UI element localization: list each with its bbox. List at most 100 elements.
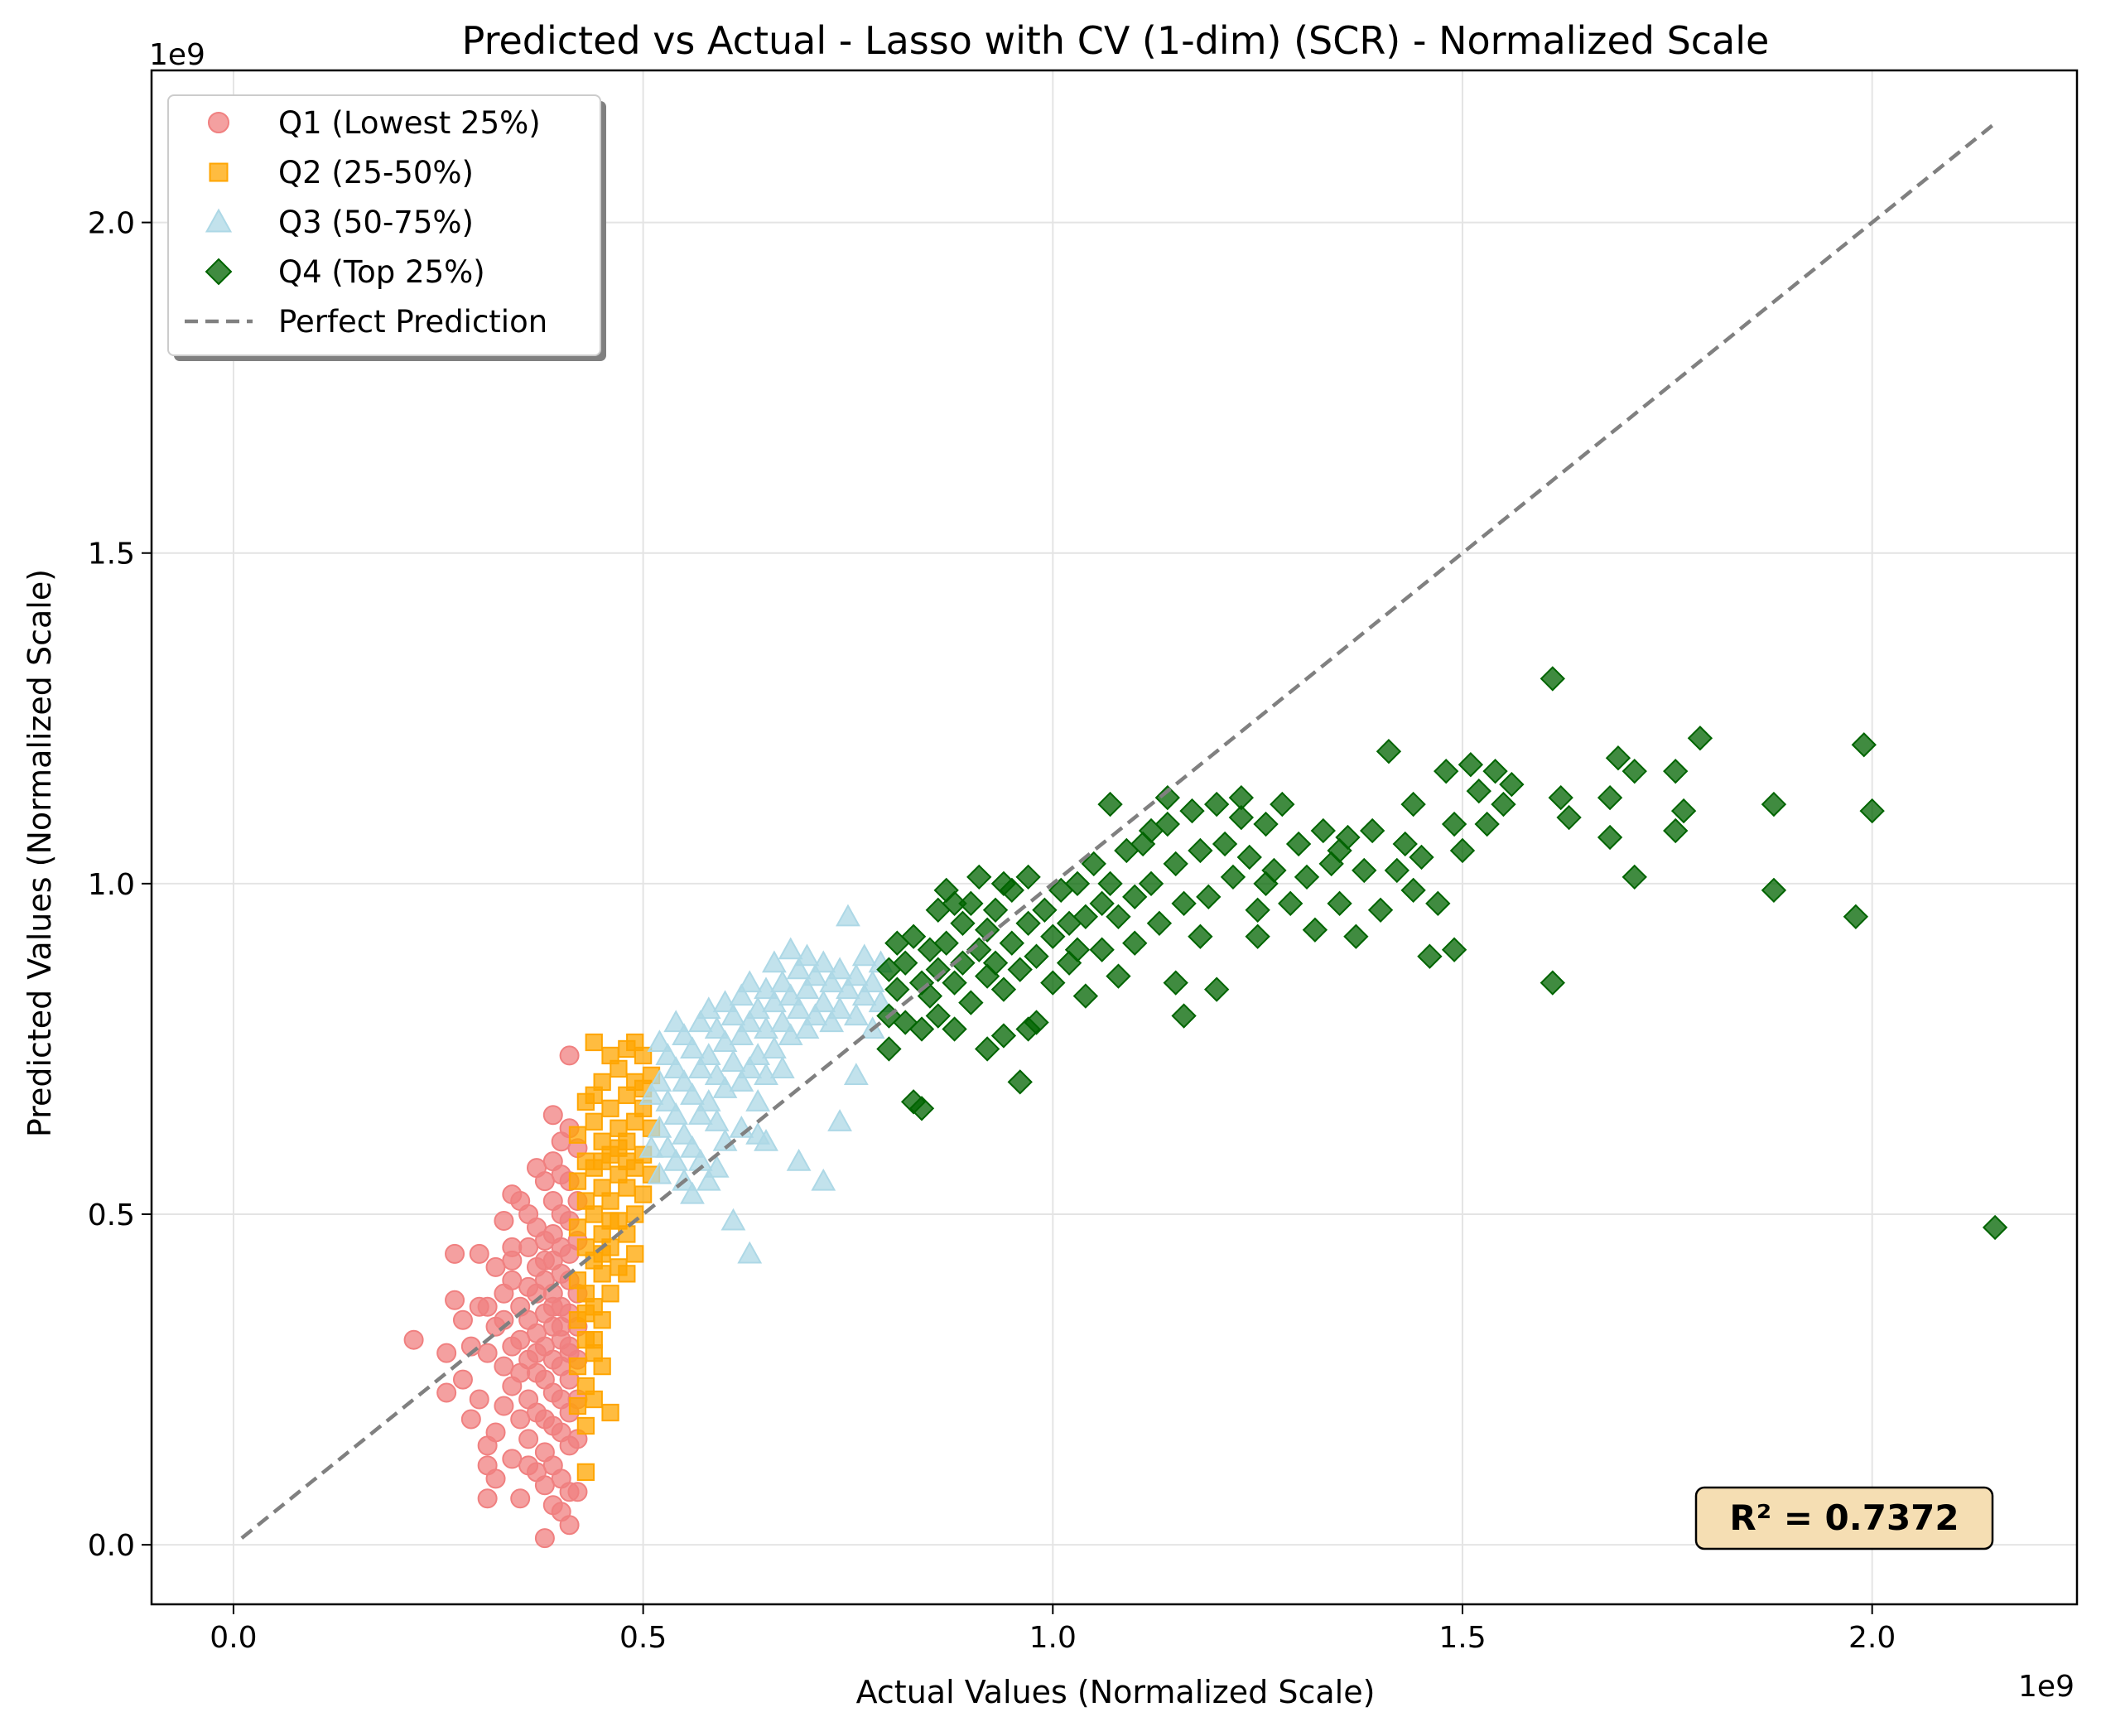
data-point-q3 (762, 1036, 787, 1059)
data-point-q3 (737, 1241, 763, 1264)
data-point-q1 (542, 1105, 563, 1126)
data-point-q4 (1434, 759, 1459, 784)
data-point-q3 (851, 983, 877, 1006)
data-point-q3 (729, 1069, 754, 1092)
data-point-q3 (720, 1208, 746, 1231)
data-point-q4 (1982, 1214, 2008, 1241)
data-point-q2 (618, 1265, 636, 1283)
data-point-q4 (1015, 1016, 1041, 1042)
data-point-q1 (534, 1475, 555, 1496)
data-point-q4 (1089, 937, 1115, 962)
data-point-q1 (494, 1211, 514, 1231)
data-point-q3 (712, 1076, 738, 1098)
data-point-q4 (958, 990, 984, 1015)
data-point-q3 (794, 943, 820, 967)
data-point-q3 (663, 1148, 689, 1171)
data-point-q4 (1064, 870, 1091, 897)
data-point-q3 (687, 1010, 713, 1033)
data-point-q3 (720, 1049, 746, 1072)
data-point-q1 (510, 1409, 531, 1430)
data-point-q3 (655, 1089, 681, 1112)
legend: Q1 (Lowest 25%) Q2 (25-50%) Q3 (50-75%) … (167, 94, 606, 361)
data-point-q4 (1670, 798, 1697, 824)
data-point-q4 (990, 976, 1017, 1002)
data-point-q1 (485, 1468, 506, 1489)
data-point-q4 (1499, 771, 1525, 798)
data-point-q3 (860, 970, 885, 993)
data-point-q4 (1605, 745, 1631, 771)
data-point-q4 (1761, 877, 1787, 904)
data-point-q2 (568, 1396, 587, 1415)
data-point-q4 (1089, 890, 1115, 916)
data-point-q3 (672, 1069, 696, 1092)
data-point-q2 (585, 1205, 603, 1223)
data-point-q4 (1294, 864, 1320, 890)
data-point-q1 (485, 1422, 506, 1443)
data-point-q4 (1188, 923, 1213, 949)
data-point-q4 (1081, 851, 1106, 877)
data-point-q4 (900, 923, 927, 949)
data-point-q4 (933, 930, 959, 956)
data-point-q3 (843, 963, 869, 986)
data-point-q3 (672, 1023, 696, 1046)
data-point-q4 (1310, 817, 1336, 844)
data-point-q3 (729, 983, 754, 1006)
chart-title: Predicted vs Actual - Lasso with CV (1-d… (462, 18, 1770, 63)
data-point-q3 (680, 1036, 705, 1059)
data-point-q4 (1188, 837, 1213, 864)
data-point-q4 (1466, 778, 1491, 804)
data-point-q3 (802, 1003, 828, 1026)
data-point-q4 (1540, 970, 1565, 996)
data-point-q4 (1097, 791, 1123, 817)
data-point-q1 (527, 1343, 547, 1363)
data-point-q2 (585, 1112, 603, 1131)
data-point-q4 (1367, 897, 1394, 923)
x-axis-label: Actual Values (Normalized Scale) (856, 1674, 1376, 1710)
data-point-q4 (1441, 811, 1467, 837)
data-point-q4 (1138, 870, 1164, 897)
data-point-q3 (663, 1102, 689, 1125)
data-point-q4 (966, 864, 992, 890)
data-point-q1 (518, 1276, 539, 1297)
data-point-q1 (436, 1382, 457, 1403)
data-point-q3 (819, 1010, 845, 1033)
data-point-q3 (687, 1102, 713, 1125)
data-point-q4 (942, 890, 967, 916)
data-point-q4 (1663, 759, 1689, 784)
data-point-q1 (469, 1389, 489, 1410)
data-point-q3 (737, 970, 763, 993)
data-point-q3 (794, 976, 820, 1000)
data-point-q2 (568, 1218, 587, 1237)
data-point-q1 (567, 1482, 588, 1502)
data-point-q4 (1687, 726, 1713, 751)
data-point-q4 (1007, 957, 1033, 982)
data-point-q3 (762, 990, 787, 1013)
data-point-q2 (593, 1152, 611, 1170)
data-point-q1 (452, 1369, 473, 1390)
data-point-q2 (634, 1046, 653, 1065)
data-point-q3 (663, 1010, 689, 1033)
data-point-q4 (982, 950, 1009, 976)
data-point-q3 (778, 983, 803, 1006)
data-point-q3 (811, 950, 836, 973)
data-point-q3 (720, 1003, 746, 1026)
data-point-q3 (769, 1010, 795, 1033)
data-point-q2 (576, 1463, 595, 1481)
data-point-q3 (704, 1108, 730, 1131)
series-q1 (403, 1045, 588, 1549)
data-point-q3 (704, 1016, 730, 1039)
data-point-q2 (568, 1357, 587, 1376)
data-point-q4 (1106, 904, 1131, 929)
x-tick-label: 0.5 (619, 1621, 667, 1655)
data-point-q4 (1474, 811, 1500, 837)
data-point-q1 (445, 1243, 465, 1264)
data-point-q4 (1548, 784, 1573, 811)
data-point-q4 (1171, 1003, 1197, 1029)
data-point-q3 (786, 996, 812, 1020)
data-point-q4 (1278, 890, 1303, 916)
legend-marker-q3 (205, 208, 233, 233)
data-point-q3 (786, 1148, 812, 1171)
x-tick-label: 1.5 (1438, 1621, 1486, 1655)
